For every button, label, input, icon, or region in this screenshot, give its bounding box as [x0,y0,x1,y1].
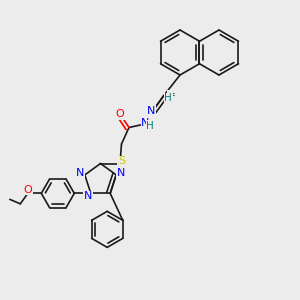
Text: =: = [167,90,175,99]
Text: N: N [147,106,156,116]
Text: S: S [118,156,125,166]
Text: N: N [76,168,85,178]
Text: H: H [146,121,154,131]
Text: H: H [164,93,172,103]
Text: N: N [141,118,150,128]
Text: N: N [116,168,125,178]
Text: N: N [84,191,92,201]
Text: O: O [116,109,124,119]
Text: O: O [23,185,32,195]
